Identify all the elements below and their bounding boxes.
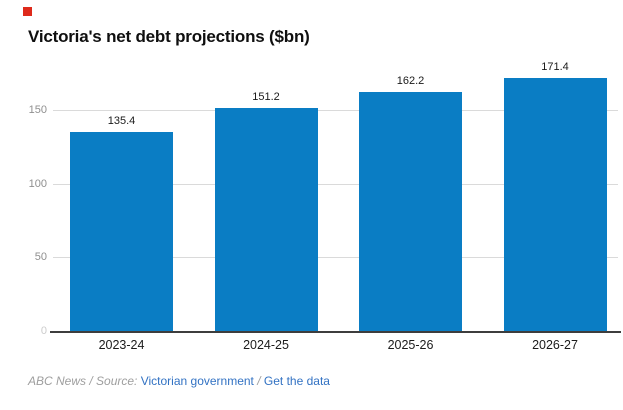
y-axis-tick-50: 50 [34,251,47,264]
y-axis-tick-150: 150 [28,104,47,116]
value-label-2024-25: 151.2 [252,91,280,104]
gridline-50 [53,257,618,259]
value-label-2026-27: 171.4 [541,61,569,74]
x-axis-label-2024-25: 2024-25 [243,338,289,352]
source-link[interactable]: Victorian government [140,374,254,388]
credit-text: ABC News / Source: [28,374,138,388]
footer-separator: / [257,374,264,388]
bar-2025-26 [359,92,462,331]
y-axis-tick-100: 100 [28,177,47,190]
chart-title: Victoria's net debt projections ($bn) [28,27,310,46]
bar-2026-27 [503,78,607,331]
x-axis-label-2023-24: 2023-24 [98,338,145,352]
attribution-footer: ABC News / Source: Victorian government … [28,374,330,388]
x-axis-label-2026-27: 2026-27 [532,338,578,352]
value-label-2023-24: 135.4 [107,114,136,127]
x-axis-label-2025-26: 2025-26 [387,338,434,352]
gridline-150 [53,110,618,111]
gridline-100 [53,183,618,185]
bar-2024-25 [214,108,318,331]
value-label-2025-26: 162.2 [396,75,425,88]
abc-logo-square-icon [23,7,32,16]
y-axis-tick-0: 0 [40,325,47,337]
x-axis-baseline [50,331,621,333]
bar-2023-24 [70,131,173,331]
get-the-data-link[interactable]: Get the data [263,374,330,388]
